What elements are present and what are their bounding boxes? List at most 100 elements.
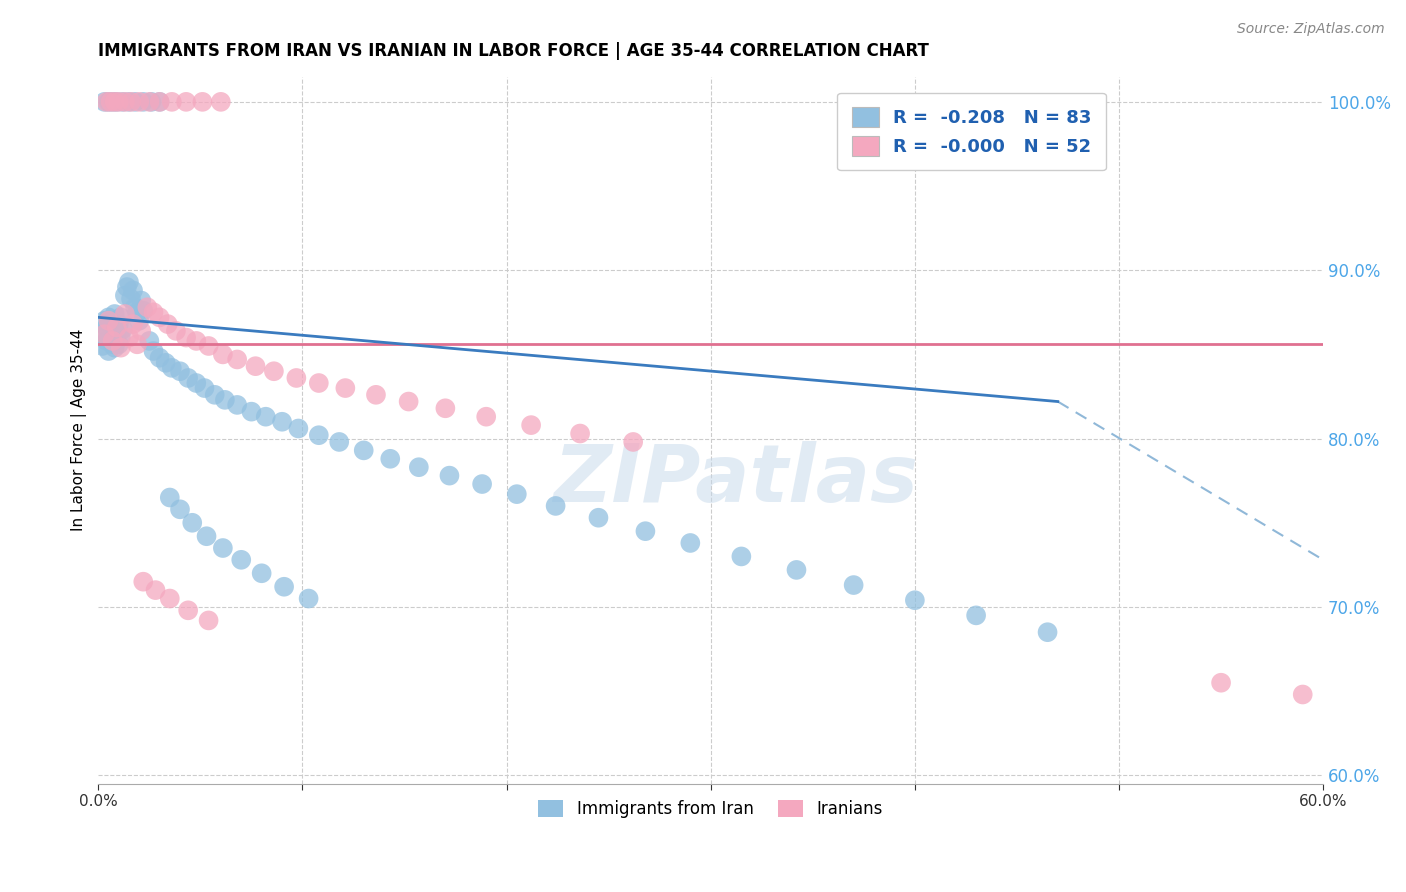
Point [149,351,172,365]
Point [544,499,567,513]
Point [128,95,150,109]
Point [105,334,128,348]
Point [965,608,987,623]
Point [842,578,865,592]
Point [408,460,430,475]
Point [155,356,177,370]
Point [621,434,644,449]
Point [100,317,122,331]
Point [110,310,132,325]
Point [1209,675,1232,690]
Point [91,339,114,353]
Point [110,330,132,344]
Point [96,334,118,348]
Point [193,381,215,395]
Point [588,510,610,524]
Point [209,95,232,109]
Point [328,434,350,449]
Y-axis label: In Labor Force | Age 35-44: In Labor Force | Age 35-44 [72,329,87,532]
Point [114,95,136,109]
Point [120,292,142,306]
Point [93,327,115,342]
Point [118,275,141,289]
Point [569,426,592,441]
Point [285,371,308,385]
Point [177,603,200,617]
Point [122,284,145,298]
Point [118,95,141,109]
Point [231,553,253,567]
Point [93,314,115,328]
Point [114,307,136,321]
Point [174,95,197,109]
Point [129,293,152,308]
Point [136,300,159,314]
Point [132,95,155,109]
Point [181,516,204,530]
Point [263,364,285,378]
Point [104,341,127,355]
Point [212,541,235,555]
Point [364,388,387,402]
Point [101,334,124,348]
Point [97,95,120,109]
Point [353,443,375,458]
Point [105,95,128,109]
Point [165,324,187,338]
Text: IMMIGRANTS FROM IRAN VS IRANIAN IN LABOR FORCE | AGE 35-44 CORRELATION CHART: IMMIGRANTS FROM IRAN VS IRANIAN IN LABOR… [98,42,929,60]
Point [204,388,226,402]
Point [273,580,295,594]
Point [145,583,167,598]
Point [124,300,146,314]
Point [186,376,208,390]
Point [679,536,702,550]
Text: ZIPatlas: ZIPatlas [553,441,918,518]
Point [100,330,122,344]
Point [129,324,152,338]
Point [191,95,214,109]
Point [439,468,461,483]
Point [214,392,236,407]
Point [335,381,357,395]
Point [107,337,129,351]
Point [1036,625,1059,640]
Point [475,409,498,424]
Point [160,95,183,109]
Point [118,330,141,344]
Point [107,95,129,109]
Point [169,502,191,516]
Point [110,341,132,355]
Point [132,303,155,318]
Point [96,320,118,334]
Point [226,398,249,412]
Point [111,95,134,109]
Point [111,322,134,336]
Point [380,451,402,466]
Point [308,376,330,390]
Point [149,95,172,109]
Point [186,334,208,348]
Point [226,352,249,367]
Point [96,95,118,109]
Point [141,95,163,109]
Point [197,614,219,628]
Point [308,428,330,442]
Point [271,415,294,429]
Point [197,339,219,353]
Point [245,359,267,374]
Point [250,566,273,581]
Point [785,563,807,577]
Point [212,347,235,361]
Point [122,317,145,331]
Point [1292,688,1315,702]
Point [127,337,149,351]
Point [159,591,181,606]
Point [101,324,124,338]
Point [97,310,120,325]
Point [156,317,179,331]
Point [254,409,277,424]
Point [634,524,657,538]
Point [93,95,115,109]
Point [101,95,124,109]
Point [100,95,122,109]
